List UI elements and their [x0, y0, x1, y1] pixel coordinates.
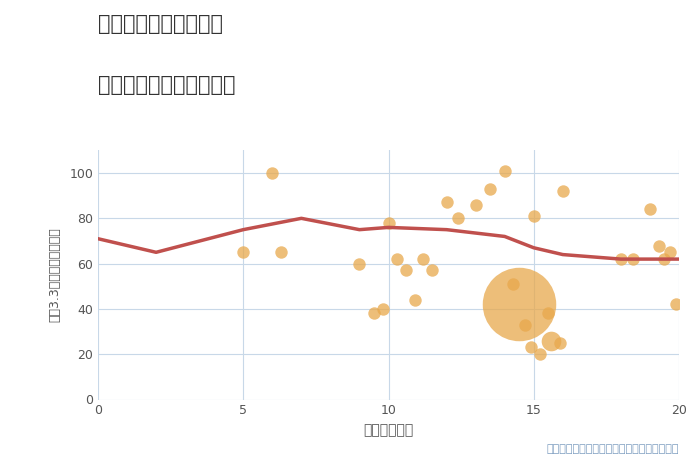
Point [534, 351, 545, 358]
Point [542, 310, 554, 317]
Text: 埼玉県鴻巣市赤城台の: 埼玉県鴻巣市赤城台の [98, 14, 223, 34]
Point [528, 212, 539, 220]
Point [514, 301, 525, 308]
X-axis label: 駅距離（分）: 駅距離（分） [363, 423, 414, 437]
Point [645, 205, 656, 213]
Point [409, 296, 420, 304]
Point [525, 344, 536, 351]
Point [545, 337, 557, 345]
Point [554, 339, 566, 347]
Point [627, 255, 638, 263]
Point [391, 255, 402, 263]
Point [653, 242, 664, 249]
Point [499, 167, 510, 174]
Point [508, 280, 519, 288]
Point [615, 255, 626, 263]
Point [418, 255, 429, 263]
Text: 駅距離別中古戸建て価格: 駅距離別中古戸建て価格 [98, 75, 235, 95]
Point [267, 169, 278, 177]
Y-axis label: 坪（3.3㎡）単価（万円）: 坪（3.3㎡）単価（万円） [48, 227, 61, 322]
Point [484, 185, 496, 193]
Point [383, 219, 394, 227]
Point [453, 215, 464, 222]
Point [470, 201, 482, 209]
Point [557, 188, 568, 195]
Point [441, 199, 452, 206]
Point [519, 321, 531, 329]
Point [377, 305, 388, 313]
Point [354, 260, 365, 267]
Point [368, 310, 379, 317]
Point [237, 249, 249, 256]
Point [659, 255, 670, 263]
Point [400, 266, 412, 274]
Point [275, 249, 286, 256]
Point [671, 301, 682, 308]
Text: 円の大きさは、取引のあった物件面積を示す: 円の大きさは、取引のあった物件面積を示す [547, 444, 679, 454]
Point [426, 266, 438, 274]
Point [665, 249, 676, 256]
